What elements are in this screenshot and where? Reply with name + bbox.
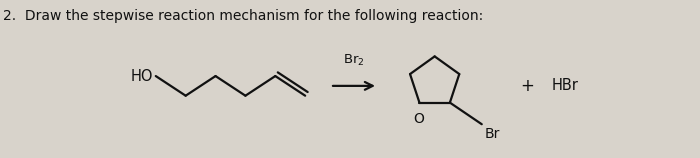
Text: 2.  Draw the stepwise reaction mechanism for the following reaction:: 2. Draw the stepwise reaction mechanism … bbox=[4, 9, 484, 23]
Text: +: + bbox=[520, 77, 534, 95]
Text: HBr: HBr bbox=[551, 78, 578, 93]
Text: Br: Br bbox=[484, 127, 500, 141]
Text: O: O bbox=[413, 112, 424, 126]
Text: HO: HO bbox=[130, 69, 153, 84]
Text: Br$_2$: Br$_2$ bbox=[343, 53, 365, 68]
